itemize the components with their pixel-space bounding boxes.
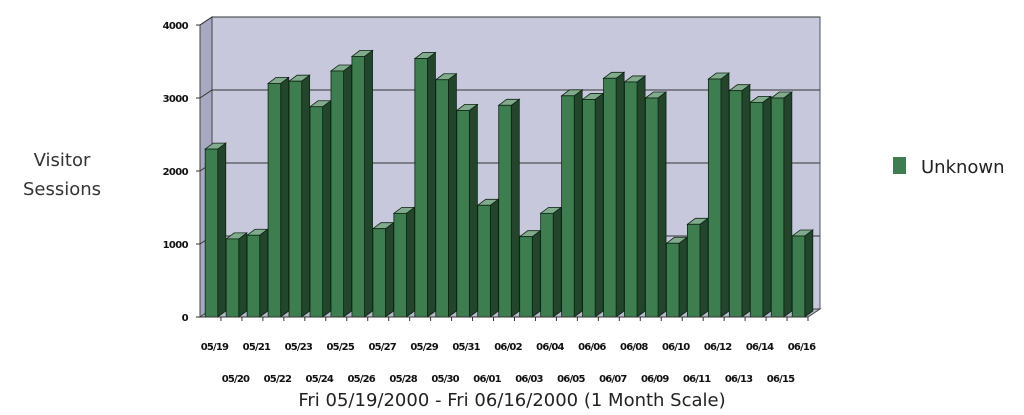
bar — [707, 72, 731, 318]
x-tick-label: 06/15 — [767, 374, 795, 385]
bar — [791, 229, 815, 318]
y-tick-label: 3000 — [163, 94, 189, 105]
x-tick-label: 06/06 — [578, 342, 606, 353]
x-tick-label: 06/09 — [641, 374, 669, 385]
bar — [266, 76, 290, 318]
x-tick-label: 05/19 — [201, 342, 229, 353]
bar — [623, 75, 647, 318]
y-axis-label-line-2: Sessions — [23, 179, 101, 200]
x-tick-label: 06/08 — [620, 342, 648, 353]
bar — [245, 228, 269, 318]
x-axis-ticks: 05/19 05/20 05/21 05/22 05/23 05/24 05/25 05/26… — [201, 317, 817, 385]
x-tick-label: 06/07 — [599, 374, 627, 385]
y-axis-ticks: 0 1000 2000 3000 4000 — [163, 21, 200, 324]
x-tick-label: 05/22 — [264, 374, 292, 385]
x-tick-label: 05/27 — [368, 342, 396, 353]
x-tick-label: 06/04 — [536, 342, 564, 353]
x-tick-label: 06/10 — [662, 342, 690, 353]
x-tick-label: 06/16 — [788, 342, 816, 353]
x-tick-label: 06/05 — [557, 374, 585, 385]
bar — [581, 92, 605, 318]
x-tick-label: 06/11 — [683, 374, 711, 385]
x-tick-label: 05/24 — [306, 374, 334, 385]
bar — [308, 99, 332, 318]
bar — [686, 217, 710, 318]
bar — [770, 91, 794, 318]
bar — [665, 236, 689, 318]
bar — [602, 71, 626, 318]
bar — [413, 51, 437, 318]
gridline-side — [199, 89, 213, 99]
x-tick-label: 05/23 — [285, 342, 313, 353]
x-tick-label: 05/21 — [243, 342, 271, 353]
x-tick-label: 05/29 — [410, 342, 438, 353]
bar — [644, 91, 668, 318]
x-tick-label: 06/13 — [725, 374, 753, 385]
y-tick-label: 0 — [182, 313, 189, 324]
bar — [560, 89, 584, 318]
y-tick-label: 4000 — [163, 21, 189, 32]
y-tick-label: 2000 — [163, 167, 189, 178]
x-tick-label: 05/28 — [389, 374, 417, 385]
x-tick-label: 06/01 — [473, 374, 501, 385]
bar — [497, 98, 521, 318]
x-tick-label: 06/02 — [494, 342, 522, 353]
bar — [224, 232, 248, 318]
y-axis-label-line-1: Visitor — [34, 150, 91, 171]
bar — [392, 206, 416, 318]
x-tick-label: 05/30 — [431, 374, 459, 385]
x-tick-label: 05/31 — [452, 342, 480, 353]
x-tick-label: 05/25 — [327, 342, 355, 353]
bar — [455, 103, 479, 318]
y-tick-label: 1000 — [163, 240, 189, 251]
bar — [518, 229, 542, 318]
bar — [476, 198, 500, 318]
bar — [287, 74, 311, 318]
bar — [434, 72, 458, 318]
bar — [329, 64, 353, 318]
bar — [203, 142, 227, 318]
x-tick-label: 05/20 — [222, 374, 250, 385]
legend-swatch-unknown — [893, 157, 906, 174]
bars — [200, 49, 815, 318]
bar — [371, 221, 395, 318]
x-tick-label: 06/12 — [704, 342, 732, 353]
legend-label-unknown: Unknown — [921, 157, 1005, 178]
x-tick-label: 06/03 — [515, 374, 543, 385]
bar — [350, 49, 374, 318]
bar — [728, 83, 752, 318]
bar — [749, 95, 773, 318]
x-axis-caption: Fri 05/19/2000 - Fri 06/16/2000 (1 Month… — [298, 390, 725, 411]
bar — [539, 206, 563, 318]
x-tick-label: 05/26 — [347, 374, 375, 385]
gridline-side — [199, 16, 213, 26]
x-tick-label: 06/14 — [746, 342, 774, 353]
legend: Unknown — [893, 157, 1005, 178]
